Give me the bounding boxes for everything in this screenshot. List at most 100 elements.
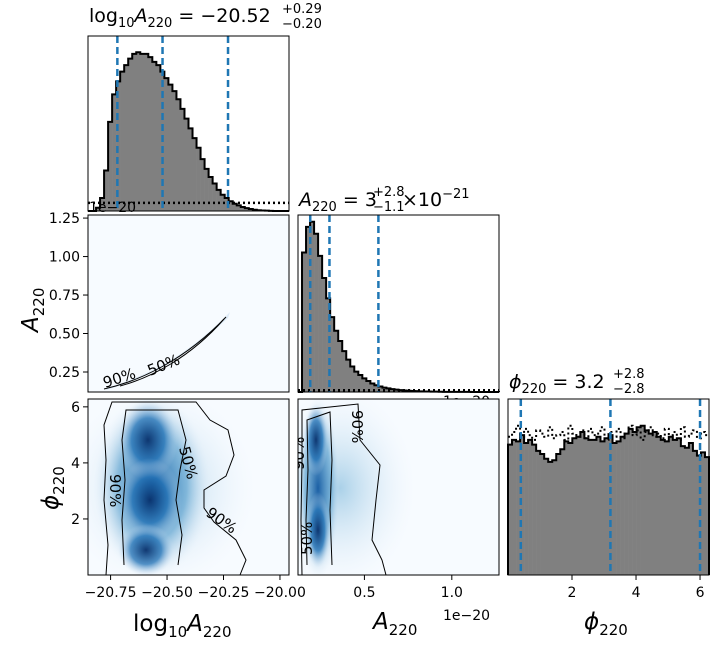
hist-bar [244, 208, 250, 211]
hist-bar [220, 194, 225, 211]
hist-bar [338, 340, 343, 392]
hist-bar [164, 78, 169, 211]
hist-bar [692, 450, 698, 575]
hist-bar [676, 438, 682, 575]
x-tick-label: 0.5 [353, 585, 375, 601]
density-core-C1 [304, 404, 328, 476]
hist-bar [394, 389, 399, 392]
y-tick-label: 1.25 [49, 211, 80, 227]
hist-bar [576, 436, 581, 575]
hist-bar [212, 183, 217, 211]
hist-bar [508, 444, 513, 575]
svg-text:−1.1: −1.1 [373, 200, 405, 215]
hist-bar [112, 94, 117, 211]
hist-outline [88, 51, 289, 212]
svg-text:ϕ220 = 3.2: ϕ220 = 3.2 [509, 371, 605, 397]
x-tick-label: 6 [696, 585, 705, 601]
hist-bar [128, 58, 133, 212]
ylabel-phi220: ϕ220 [38, 466, 68, 510]
density-core-B2 [118, 458, 182, 542]
hist-bar [208, 176, 213, 211]
yticks-A220: 0.25 0.50 0.75 1.00 1.25 [49, 211, 88, 381]
hist-bar [616, 441, 621, 575]
density-bg [88, 215, 289, 392]
hist-bar [668, 436, 674, 575]
x-tick-label: −20.00 [254, 585, 306, 601]
hist-bar [648, 433, 654, 575]
xticks-phi220: 2 4 6 [568, 575, 705, 601]
hist-bar [136, 52, 141, 211]
y-tick-label: 0.75 [49, 288, 80, 304]
hist-bar [232, 203, 238, 211]
frame-A220 [297, 214, 500, 393]
hist-bar [378, 386, 383, 392]
hist-bar [188, 128, 193, 211]
hist-bar [176, 99, 181, 211]
x-tick-label: −20.25 [198, 585, 250, 601]
svg-text:log10A220 = −20.52: log10A220 = −20.52 [89, 5, 271, 31]
hist-bar [168, 84, 173, 211]
hist-bar [656, 436, 662, 575]
panel-2d-phi-vs-log10-A220: 50% 90% 90% −20.75 −20.50 −20.25 −20.00 246… [38, 398, 306, 641]
hist-bar [592, 439, 597, 575]
hist-bar [664, 441, 670, 575]
y-tick-label: 0.50 [49, 327, 80, 343]
hist-bar [240, 206, 246, 211]
contour-50-A [119, 318, 225, 387]
svg-text:×10−21: ×10−21 [402, 187, 470, 211]
hist-bar [374, 385, 379, 392]
x-tick-label: 2 [568, 585, 577, 601]
hist-bar [560, 449, 565, 575]
y-tick-label: 0.25 [49, 365, 80, 381]
offset-text-A220-left: 1e−20 [89, 200, 136, 216]
hist-bar [302, 252, 307, 392]
ylabel-A220: A220 [18, 288, 48, 334]
title-phi220: ϕ220 = 3.2 +2.8 −2.8 [509, 367, 645, 397]
density-core-C2 [306, 492, 330, 568]
y-tick-label: 1.00 [49, 250, 80, 266]
frame-phi220 [507, 398, 710, 576]
hist-bar [156, 65, 161, 212]
hist-bar [96, 207, 101, 211]
hist-bar [640, 425, 645, 575]
contour-label-90-C2: 90% [290, 437, 308, 470]
hist-bar [524, 443, 529, 575]
panel-hist-log10-A220 [87, 35, 290, 212]
hist-bar [192, 138, 197, 211]
hist-bar [568, 443, 573, 575]
hist-bar [124, 65, 129, 212]
hist-bars-log10-A220 [88, 51, 289, 212]
hist-bar [354, 371, 359, 392]
svg-text:−0.20: −0.20 [282, 17, 322, 32]
svg-text:+2.8: +2.8 [613, 367, 645, 382]
offset-text-A220-bottom: 1e−20 [443, 608, 490, 624]
hist-bar [620, 436, 625, 575]
hist-bars-phi220 [507, 424, 710, 575]
title-A220: A220 = 3 +2.8 −1.1 ×10−21 [297, 185, 470, 215]
hist-bar [342, 351, 347, 392]
hist-bar [520, 435, 525, 575]
hist-bar [370, 383, 375, 392]
quantile-lines-log10-A220 [116, 36, 230, 211]
hist-bar [152, 61, 157, 211]
hist-bar [644, 430, 649, 575]
xlabel-A220: A220 [371, 609, 417, 639]
hist-bar [172, 91, 177, 211]
hist-bar [572, 438, 577, 575]
contour-90-A [103, 316, 227, 390]
hist-bar [310, 221, 315, 392]
hist-bar [600, 441, 605, 575]
hist-bar [688, 443, 694, 575]
y-tick-label: 2 [71, 512, 80, 528]
hist-bar [200, 159, 205, 211]
hist-bar [314, 233, 319, 392]
hist-bar [228, 201, 234, 211]
panel-2d-A220-vs-log10-A220: 90% 50% 0.250.500.751.001.25 1e−20 A220 [18, 200, 290, 393]
hist-bar [660, 439, 666, 575]
hist-bar [536, 450, 541, 575]
hist-bar [532, 444, 537, 575]
hist-bar [604, 438, 609, 575]
x-tick-label: −20.75 [85, 585, 137, 601]
hist-bar [334, 330, 339, 392]
